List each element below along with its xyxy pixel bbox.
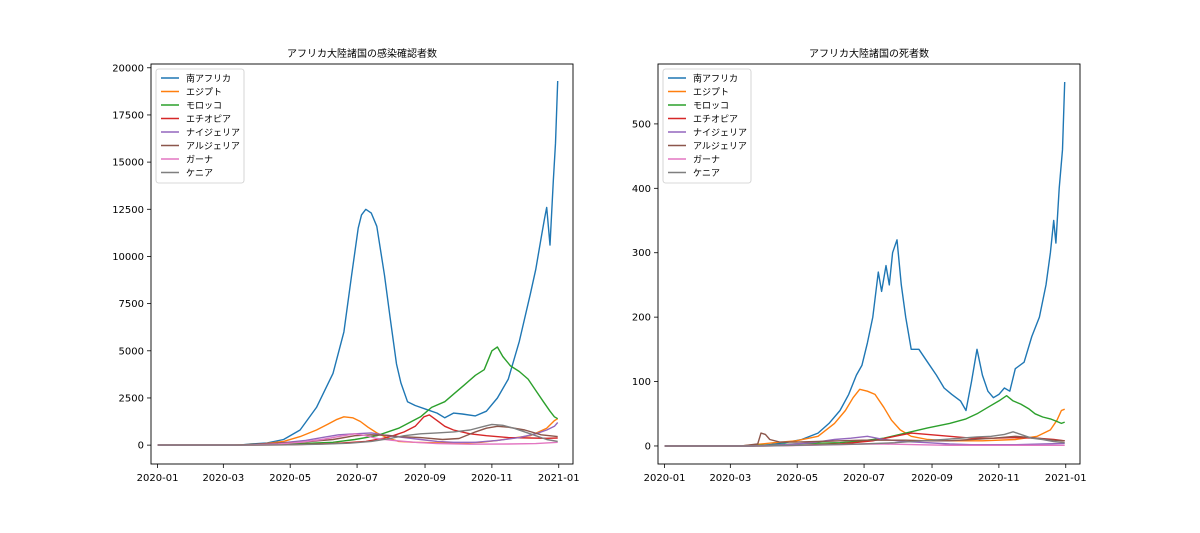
legend-label-4: ナイジェリア	[186, 128, 240, 139]
x-tick-label: 2020-09	[404, 473, 446, 484]
y-tick-label: 15000	[112, 158, 144, 169]
legend-label-5: アルジェリア	[693, 142, 747, 152]
legend-box	[155, 68, 245, 184]
plot-area-confirmed	[157, 80, 559, 446]
x-tick-label: 2021-01	[1045, 473, 1087, 484]
plot-area-deaths	[664, 81, 1066, 447]
y-tick-label: 20000	[112, 63, 144, 74]
legend-label-5: アルジェリア	[186, 142, 240, 152]
legend-label-7: ケニア	[186, 168, 213, 179]
axis-ticks-confirmed: 2020-01 2020-03 2020-05 2020-07 2020-09 2020-…	[112, 63, 579, 484]
legend-label-0: 南アフリカ	[186, 73, 231, 85]
x-tick-label: 2020-01	[137, 473, 179, 484]
x-tick-label: 2020-05	[776, 473, 818, 484]
chart-confirmed-cases: 2020-01 2020-03 2020-05 2020-07 2020-09 2020-…	[112, 47, 579, 484]
x-tick-label: 2020-09	[911, 473, 953, 484]
chart-title-deaths: アフリカ大陸諸国の死者数	[809, 47, 929, 60]
legend-label-6: ガーナ	[186, 155, 213, 166]
x-tick-label: 2020-07	[843, 473, 885, 484]
y-tick-label: 300	[632, 248, 651, 259]
y-tick-label: 200	[632, 313, 651, 324]
x-tick-label: 2020-11	[978, 473, 1020, 484]
y-tick-label: 2500	[119, 393, 144, 404]
x-tick-label: 2021-01	[538, 473, 580, 484]
series-line-6	[157, 433, 558, 446]
y-tick-label: 10000	[112, 252, 144, 263]
series-line-5	[664, 432, 1065, 447]
legend-label-2: モロッコ	[186, 102, 222, 112]
y-tick-label: 7500	[119, 299, 144, 310]
x-tick-label: 2020-01	[644, 473, 686, 484]
y-tick-label: 500	[632, 119, 651, 130]
series-line-2	[664, 395, 1065, 447]
axes-frame-deaths	[657, 63, 1081, 465]
chart-title-confirmed: アフリカ大陸諸国の感染確認者数	[287, 47, 437, 60]
x-tick-label: 2020-05	[269, 473, 311, 484]
x-tick-label: 2020-03	[202, 473, 244, 484]
y-tick-label: 17500	[112, 110, 144, 121]
x-tick-label: 2020-07	[336, 473, 378, 484]
legend-label-3: エチオピア	[186, 114, 231, 125]
legend-label-1: エジプト	[186, 87, 222, 98]
y-tick-label: 0	[645, 441, 651, 452]
legend-box	[662, 68, 752, 184]
series-line-2	[157, 346, 559, 446]
legend-label-4: ナイジェリア	[693, 128, 747, 139]
y-tick-label: 100	[632, 377, 651, 388]
series-line-7	[664, 431, 1065, 447]
series-line-0	[157, 80, 559, 446]
legend-label-3: エチオピア	[693, 114, 738, 125]
y-tick-label: 12500	[112, 205, 144, 216]
y-tick-label: 400	[632, 184, 651, 195]
legend-label-2: モロッコ	[693, 102, 729, 112]
axis-ticks-deaths: 2020-01 2020-03 2020-05 2020-07 2020-09 2020-…	[632, 119, 1087, 484]
y-tick-label: 5000	[119, 346, 144, 357]
legend-label-1: エジプト	[693, 87, 729, 98]
series-line-0	[664, 81, 1066, 447]
legend-label-6: ガーナ	[693, 155, 720, 166]
legend-label-0: 南アフリカ	[693, 73, 738, 85]
series-line-7	[157, 423, 558, 446]
x-tick-label: 2020-03	[709, 473, 751, 484]
x-tick-label: 2020-11	[471, 473, 513, 484]
y-tick-label: 0	[138, 441, 144, 452]
series-line-1	[664, 388, 1065, 447]
legend-label-7: ケニア	[693, 168, 720, 179]
chart-deaths: 2020-01 2020-03 2020-05 2020-07 2020-09 2020-…	[632, 47, 1087, 484]
axes-frame-confirmed	[150, 63, 574, 465]
